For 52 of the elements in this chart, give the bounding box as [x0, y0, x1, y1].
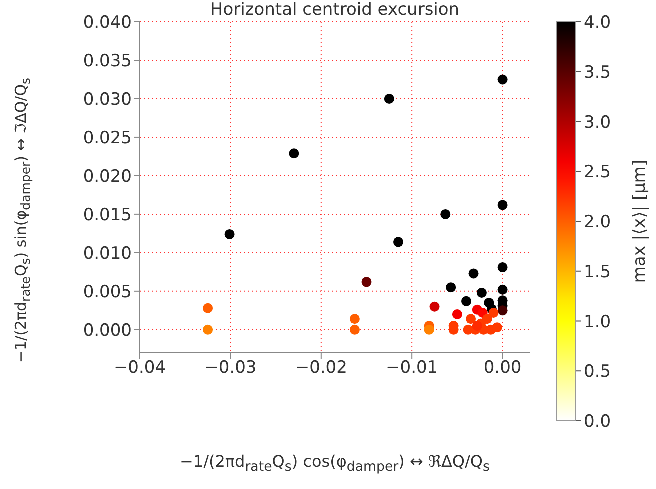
x-tick-label: −0.03 [204, 358, 257, 378]
point [362, 277, 372, 288]
color-bar-label: 4.0 [584, 13, 612, 33]
point [289, 148, 300, 159]
point [384, 94, 394, 104]
x-tick-label: 0.00 [484, 358, 522, 378]
point [462, 296, 472, 306]
point [476, 288, 487, 298]
color-bar-label: 3.0 [584, 112, 612, 133]
point [424, 324, 434, 335]
point [466, 314, 476, 324]
x-tick-label: −0.01 [386, 358, 438, 378]
color-bar-label: 1.0 [584, 312, 612, 332]
y-tick-label: 0.010 [83, 244, 132, 264]
color-bar-label: 0.5 [584, 362, 612, 382]
x-axis-title: −1/(2πd$_{rate}$Q$_{s}$) cos(φ$_{damper}$) ↔ ℜΔQ/Q$_{s}$ [179, 452, 491, 476]
color-bar-label: 0.0 [584, 412, 612, 432]
point [350, 314, 360, 324]
y-tick-label: 0.005 [83, 282, 132, 302]
point [498, 306, 508, 316]
y-tick-label: 0.040 [83, 13, 132, 34]
y-tick-label: 0.035 [83, 52, 132, 72]
point [203, 324, 214, 335]
point [452, 310, 462, 320]
point [492, 322, 502, 333]
point [350, 324, 360, 335]
point [498, 200, 508, 210]
y-tick-label: 0.000 [83, 320, 132, 341]
color-bar-title: max |⟨x⟩| [μm] [630, 160, 650, 284]
y-tick-label: 0.025 [83, 128, 132, 148]
color-bar-label: 1.5 [584, 262, 612, 282]
color-bar-label: 2.0 [584, 212, 612, 232]
x-tick-label: −0.02 [295, 358, 348, 378]
y-tick-label: 0.030 [83, 90, 132, 110]
point [446, 282, 456, 293]
color-bar-label: 3.5 [584, 62, 612, 83]
point [468, 268, 479, 279]
point [498, 284, 508, 295]
point [224, 229, 235, 240]
point [498, 262, 508, 273]
y-tick-label: 0.015 [83, 205, 132, 226]
chart-title: Horizontal centroid excursion [209, 0, 461, 20]
point [440, 209, 451, 220]
point [498, 74, 508, 85]
point [203, 303, 214, 314]
point [430, 302, 440, 312]
y-tick-label: 0.020 [83, 166, 132, 187]
point [393, 237, 404, 248]
point [472, 321, 482, 332]
color-bar-label: 2.5 [584, 162, 612, 183]
x-tick-label: −0.04 [114, 358, 166, 378]
point [488, 308, 499, 318]
